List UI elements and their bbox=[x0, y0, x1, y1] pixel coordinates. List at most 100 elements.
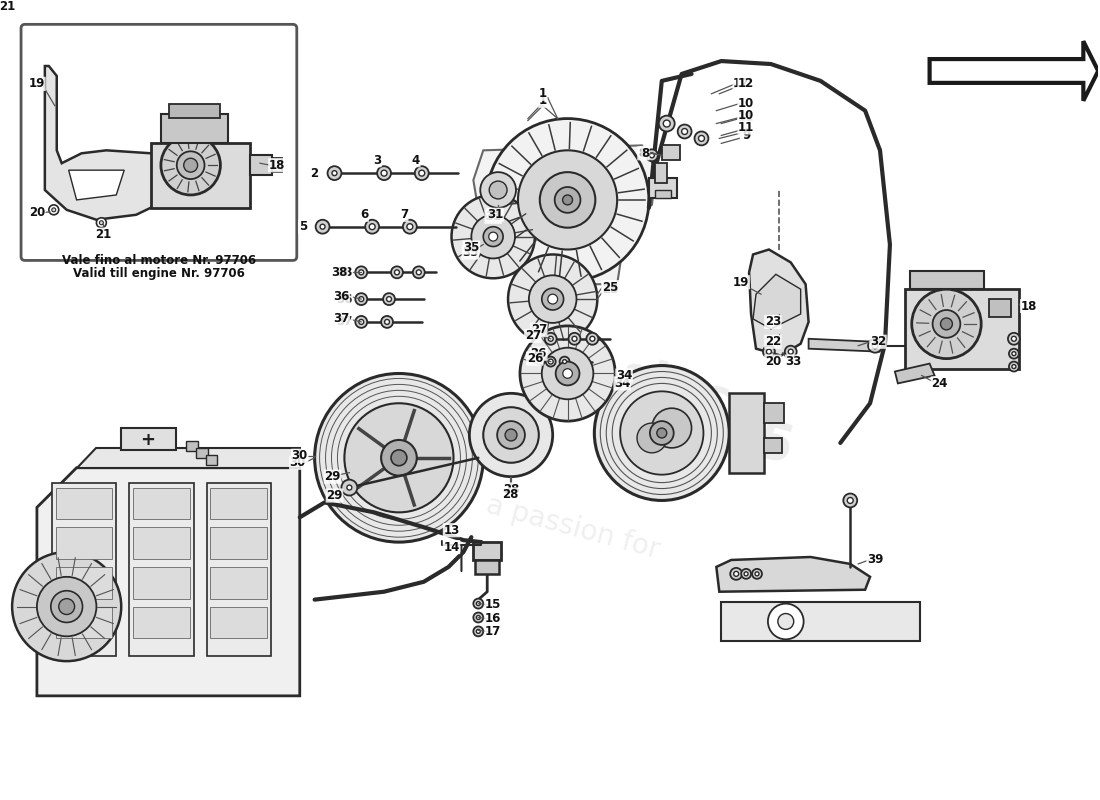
Text: 13: 13 bbox=[443, 524, 460, 537]
Bar bbox=[905, 289, 1019, 369]
Circle shape bbox=[637, 423, 667, 453]
Text: 34: 34 bbox=[616, 369, 632, 382]
Circle shape bbox=[763, 346, 774, 358]
Text: 6: 6 bbox=[360, 208, 368, 222]
Bar bbox=[475, 560, 499, 574]
Text: 14: 14 bbox=[443, 541, 460, 554]
Text: 20: 20 bbox=[29, 206, 45, 219]
Circle shape bbox=[346, 485, 352, 490]
Text: 12: 12 bbox=[738, 78, 755, 90]
Text: 19: 19 bbox=[29, 78, 45, 90]
Circle shape bbox=[184, 158, 198, 172]
Circle shape bbox=[572, 336, 578, 342]
Text: 37: 37 bbox=[333, 313, 350, 326]
Circle shape bbox=[161, 135, 220, 195]
Circle shape bbox=[316, 220, 330, 234]
Circle shape bbox=[365, 220, 380, 234]
Text: 9: 9 bbox=[742, 129, 750, 142]
Bar bbox=[910, 271, 984, 289]
Polygon shape bbox=[754, 274, 801, 329]
Circle shape bbox=[678, 125, 692, 138]
Circle shape bbox=[355, 293, 367, 305]
Text: 28: 28 bbox=[503, 483, 519, 496]
Circle shape bbox=[381, 170, 387, 176]
Text: 31: 31 bbox=[485, 210, 502, 223]
Polygon shape bbox=[749, 250, 808, 356]
Polygon shape bbox=[808, 338, 880, 352]
Bar bbox=[133, 606, 189, 638]
Text: 24: 24 bbox=[932, 377, 948, 390]
Circle shape bbox=[620, 391, 704, 474]
Circle shape bbox=[730, 568, 743, 580]
Circle shape bbox=[488, 232, 497, 241]
Circle shape bbox=[332, 170, 337, 176]
Circle shape bbox=[483, 407, 539, 462]
Text: 19: 19 bbox=[733, 276, 749, 289]
Circle shape bbox=[755, 572, 759, 576]
Text: 39: 39 bbox=[867, 554, 883, 566]
Text: 33: 33 bbox=[785, 355, 802, 368]
Text: 29: 29 bbox=[324, 470, 341, 483]
Circle shape bbox=[940, 318, 953, 330]
Bar bbox=[121, 428, 176, 450]
Text: 15: 15 bbox=[485, 598, 502, 611]
Bar bbox=[56, 527, 112, 559]
Circle shape bbox=[320, 224, 326, 229]
Text: 16: 16 bbox=[485, 612, 502, 625]
Circle shape bbox=[562, 360, 566, 363]
Circle shape bbox=[544, 333, 557, 345]
Circle shape bbox=[650, 421, 673, 445]
Circle shape bbox=[520, 326, 615, 421]
Text: 32: 32 bbox=[870, 335, 887, 348]
Circle shape bbox=[12, 552, 121, 661]
Text: 12: 12 bbox=[733, 78, 749, 90]
Circle shape bbox=[789, 349, 793, 354]
Circle shape bbox=[682, 129, 688, 134]
Text: 27: 27 bbox=[530, 323, 547, 336]
Bar bbox=[654, 190, 671, 198]
Circle shape bbox=[381, 316, 393, 328]
Polygon shape bbox=[77, 448, 300, 468]
Bar bbox=[133, 527, 189, 559]
Circle shape bbox=[546, 357, 556, 366]
Circle shape bbox=[385, 319, 389, 324]
Text: 1: 1 bbox=[539, 87, 547, 100]
Circle shape bbox=[386, 297, 392, 302]
Bar bbox=[722, 602, 920, 642]
Circle shape bbox=[177, 151, 205, 179]
Text: 8: 8 bbox=[641, 146, 649, 160]
Circle shape bbox=[473, 613, 483, 622]
Circle shape bbox=[844, 494, 857, 507]
Circle shape bbox=[542, 348, 593, 399]
Polygon shape bbox=[716, 557, 870, 592]
Circle shape bbox=[416, 270, 421, 275]
Circle shape bbox=[377, 166, 390, 180]
Text: 7: 7 bbox=[399, 208, 408, 222]
Text: 1985: 1985 bbox=[644, 389, 799, 477]
Circle shape bbox=[99, 221, 103, 225]
Text: 11: 11 bbox=[738, 111, 755, 124]
Circle shape bbox=[383, 293, 395, 305]
Bar bbox=[729, 394, 764, 473]
Text: 2: 2 bbox=[310, 166, 319, 180]
Circle shape bbox=[486, 118, 649, 282]
Circle shape bbox=[481, 172, 516, 208]
Text: 17: 17 bbox=[485, 625, 502, 638]
Circle shape bbox=[657, 428, 667, 438]
Circle shape bbox=[52, 208, 56, 212]
Text: 29: 29 bbox=[327, 489, 343, 502]
Bar bbox=[473, 542, 502, 560]
Circle shape bbox=[476, 630, 481, 634]
Circle shape bbox=[1009, 349, 1019, 358]
Circle shape bbox=[784, 346, 796, 358]
Text: 28: 28 bbox=[502, 488, 518, 501]
Bar bbox=[52, 482, 117, 656]
Circle shape bbox=[328, 166, 341, 180]
Bar bbox=[662, 146, 680, 160]
Circle shape bbox=[395, 270, 399, 275]
Circle shape bbox=[315, 374, 483, 542]
Circle shape bbox=[734, 571, 739, 576]
Circle shape bbox=[370, 224, 375, 230]
Circle shape bbox=[58, 598, 75, 614]
Circle shape bbox=[48, 205, 58, 214]
